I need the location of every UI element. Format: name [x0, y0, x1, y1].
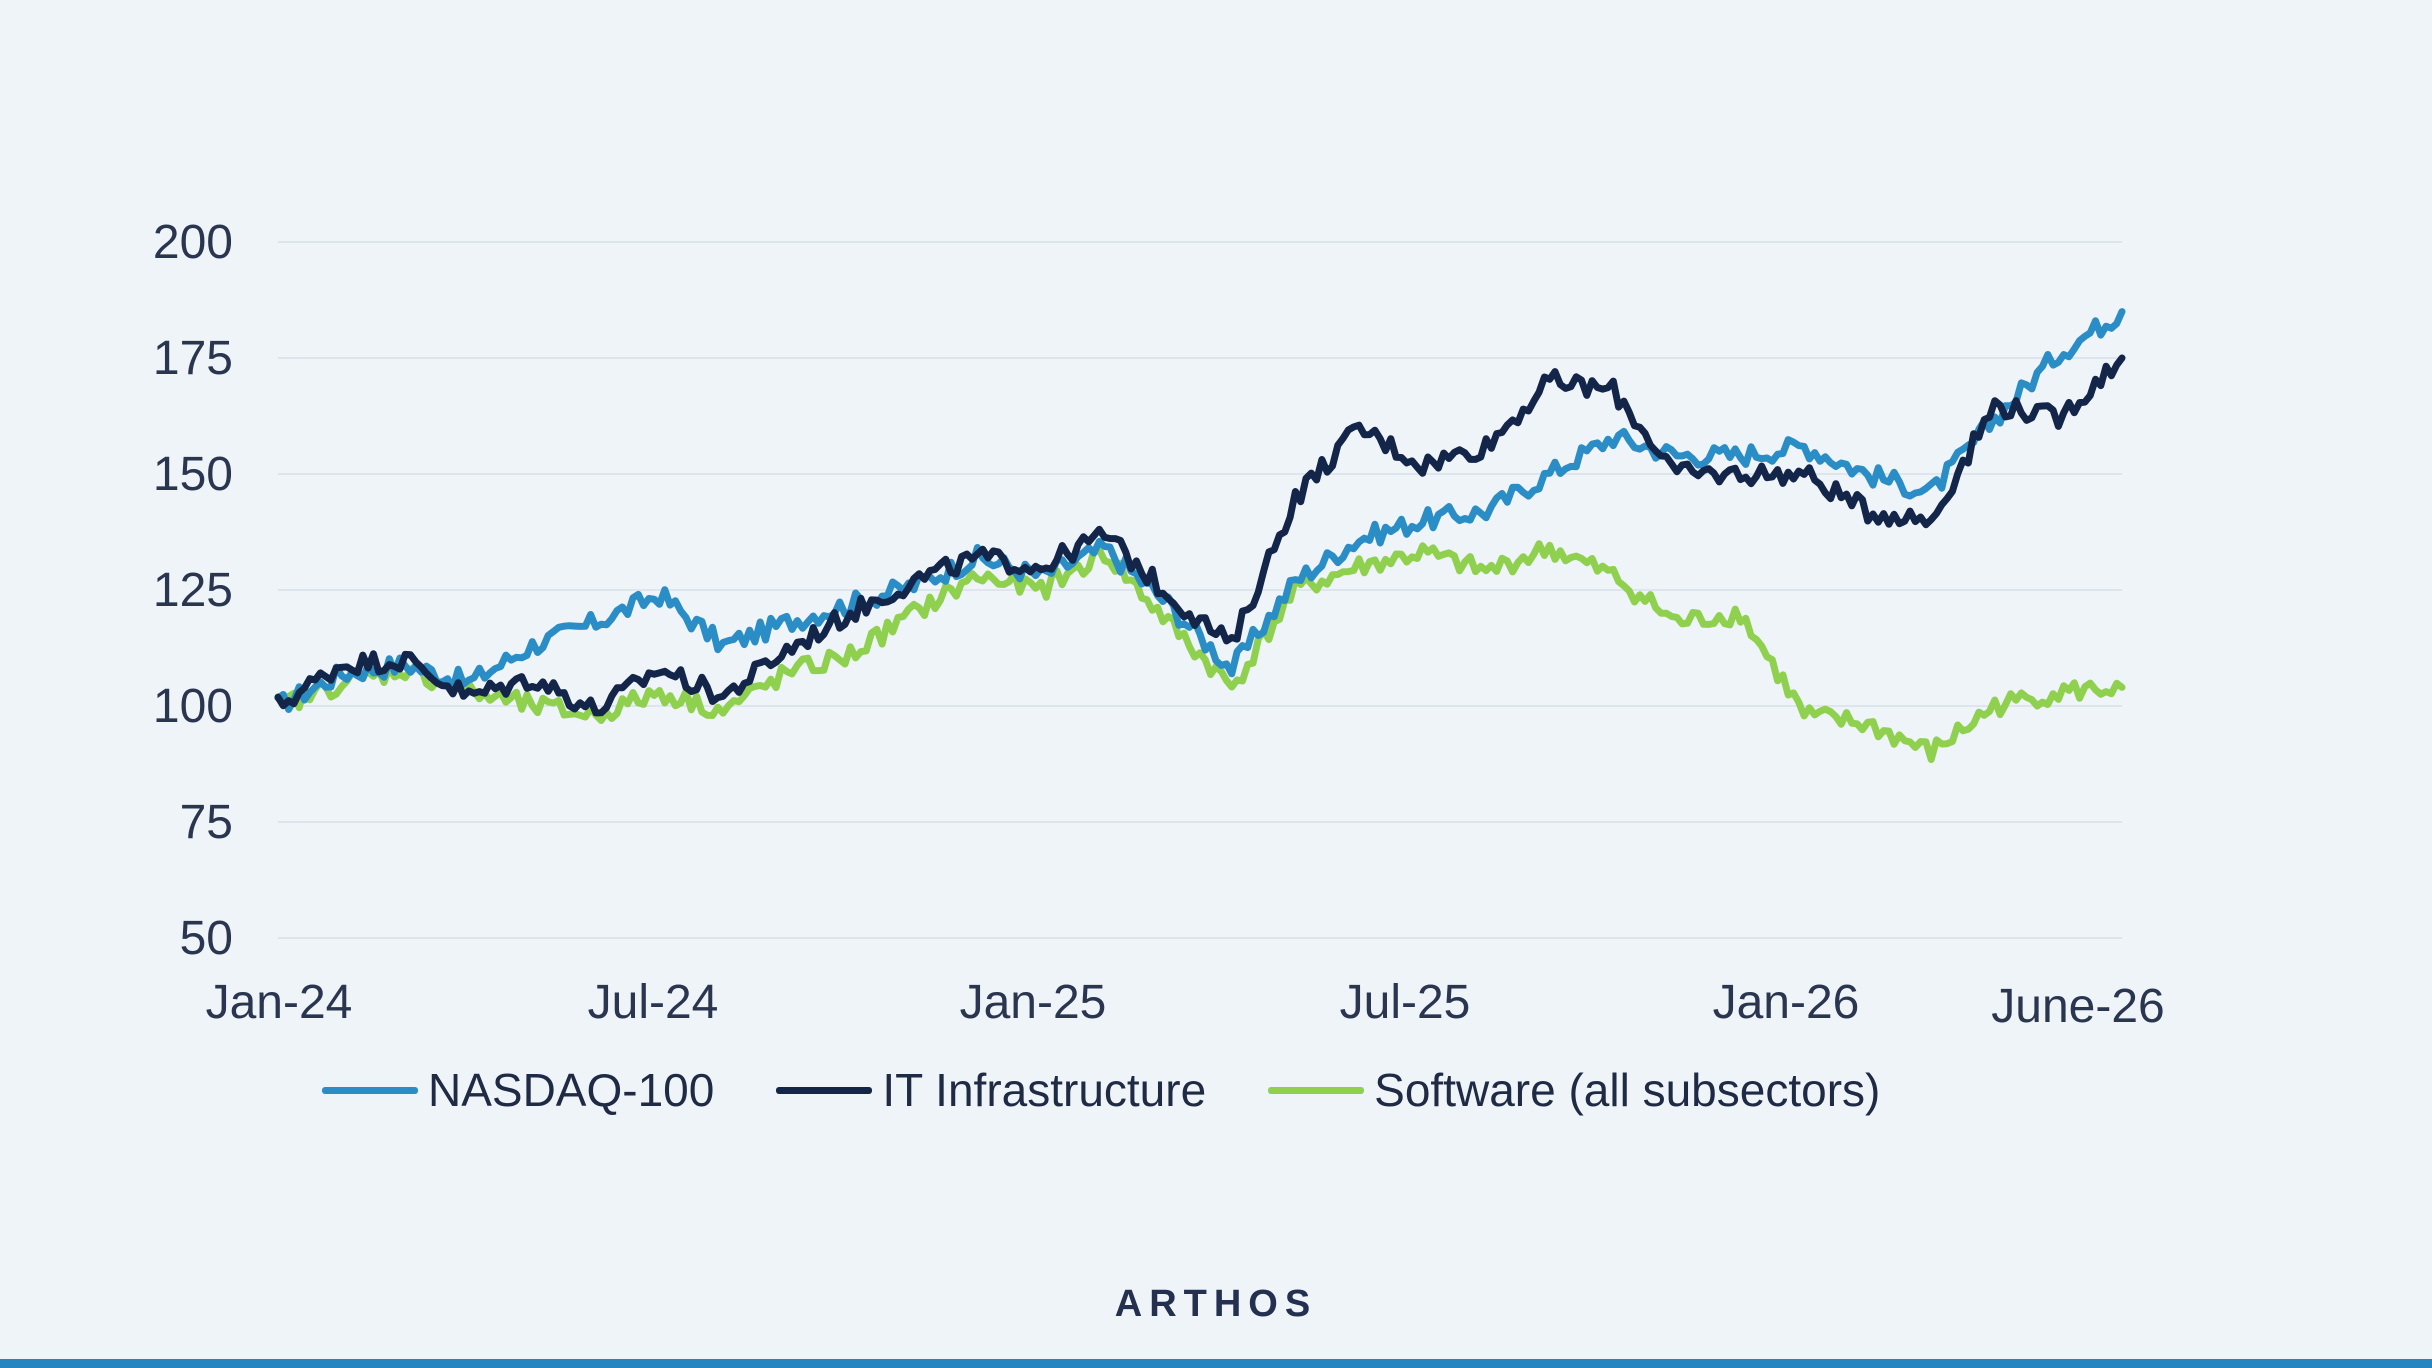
- legend-item-software: Software (all subsectors): [1268, 1063, 1880, 1117]
- series-line-nasdaq-100: [274, 308, 2126, 713]
- x-tick-label: Jan-24: [206, 976, 353, 1029]
- legend-item-it-infrastructure: IT Infrastructure: [776, 1063, 1206, 1117]
- y-tick-label: 150: [153, 448, 233, 501]
- x-tick-label: Jan-26: [1713, 976, 1860, 1029]
- y-tick-label: 100: [153, 680, 233, 733]
- series-line-it-infrastructure: [274, 354, 2126, 717]
- chart-legend: NASDAQ-100 IT Infrastructure Software (a…: [322, 1062, 1942, 1118]
- y-tick-label: 125: [153, 564, 233, 617]
- x-tick-label: Jul-25: [1340, 976, 1471, 1029]
- legend-item-nasdaq-100: NASDAQ-100: [322, 1063, 714, 1117]
- legend-label-software: Software (all subsectors): [1374, 1064, 1881, 1116]
- y-tick-label: 175: [153, 332, 233, 385]
- series-line-software-all-subsectors: [274, 540, 2126, 763]
- legend-label-it-infrastructure: IT Infrastructure: [882, 1064, 1207, 1116]
- y-tick-label: 75: [180, 796, 233, 849]
- x-tick-label: Jul-24: [588, 976, 719, 1029]
- series-lines: [274, 308, 2126, 763]
- footer-accent-bar: [0, 1359, 2432, 1368]
- legend-swatch-it-infrastructure: [776, 1086, 873, 1094]
- y-tick-label: 50: [180, 912, 233, 965]
- x-tick-label: June-26: [1991, 980, 2164, 1033]
- legend-label-nasdaq-100: NASDAQ-100: [428, 1064, 715, 1116]
- y-tick-label: 200: [153, 216, 233, 269]
- x-axis-tick-labels: Jan-24 Jul-24 Jan-25 Jul-25 Jan-26 June-26: [206, 976, 2165, 1033]
- legend-swatch-nasdaq-100: [322, 1086, 418, 1094]
- x-tick-label: Jan-25: [960, 976, 1107, 1029]
- y-axis-tick-labels: 50 75 100 125 150 175 200: [153, 216, 233, 965]
- legend-swatch-software: [1268, 1086, 1365, 1094]
- gridlines: [278, 241, 2122, 939]
- brand-logo-text: ARTHOS: [1114, 1283, 1318, 1325]
